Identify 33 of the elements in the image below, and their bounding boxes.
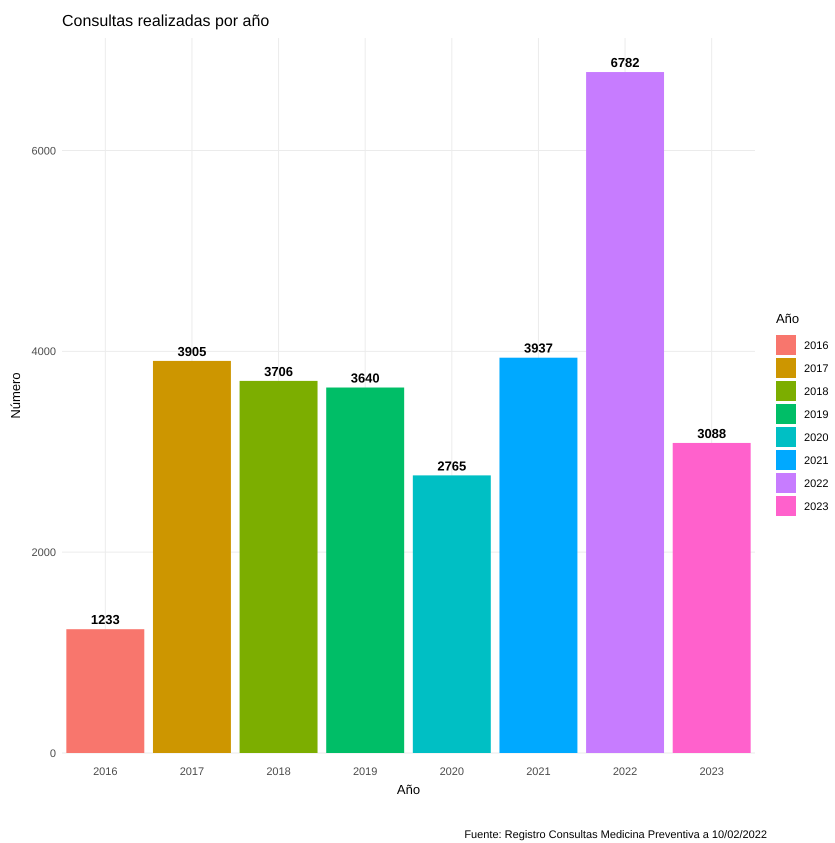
legend-label: 2022: [804, 478, 828, 490]
x-tick-label: 2019: [352, 766, 378, 778]
data-label: 3937: [524, 340, 553, 356]
legend-label: 2018: [804, 386, 828, 398]
legend-label: 2021: [804, 454, 828, 467]
legend-label: 2017: [804, 362, 828, 375]
data-label: 6782: [610, 55, 640, 70]
legend-title: Año: [776, 311, 800, 326]
x-tick-label: 2018: [266, 766, 291, 778]
x-tick-label: 2022: [612, 766, 638, 778]
data-label: 2765: [437, 458, 466, 474]
x-tick-label: 2020: [440, 766, 464, 778]
source-note: Fuente: Registro Consultas Medicina Preventiva a 10/02/2022: [464, 829, 767, 841]
x-tick-label: 2023: [699, 766, 724, 778]
y-tick-label: 6000: [32, 145, 56, 158]
x-tick-label: 2016: [93, 766, 118, 778]
chart-title: Consultas realizadas por año: [62, 13, 270, 30]
y-tick-label: 0: [50, 748, 56, 760]
legend-label: 2023: [804, 500, 828, 513]
y-tick-label: 2000: [32, 547, 56, 560]
data-label: 3088: [697, 426, 726, 441]
x-tick-label: 2021: [526, 766, 551, 778]
data-label: 3640: [350, 370, 380, 386]
legend-label: 2020: [804, 432, 828, 444]
y-tick-label: 4000: [32, 346, 56, 358]
x-axis-title: Año: [396, 782, 420, 797]
x-tick-label: 2017: [180, 766, 204, 778]
data-label: 3706: [264, 364, 294, 379]
legend-label: 2019: [804, 408, 828, 421]
data-label: 3905: [177, 344, 206, 359]
y-axis-title: Número: [8, 372, 23, 419]
data-label: 1233: [90, 612, 120, 628]
legend-label: 2016: [804, 340, 828, 352]
